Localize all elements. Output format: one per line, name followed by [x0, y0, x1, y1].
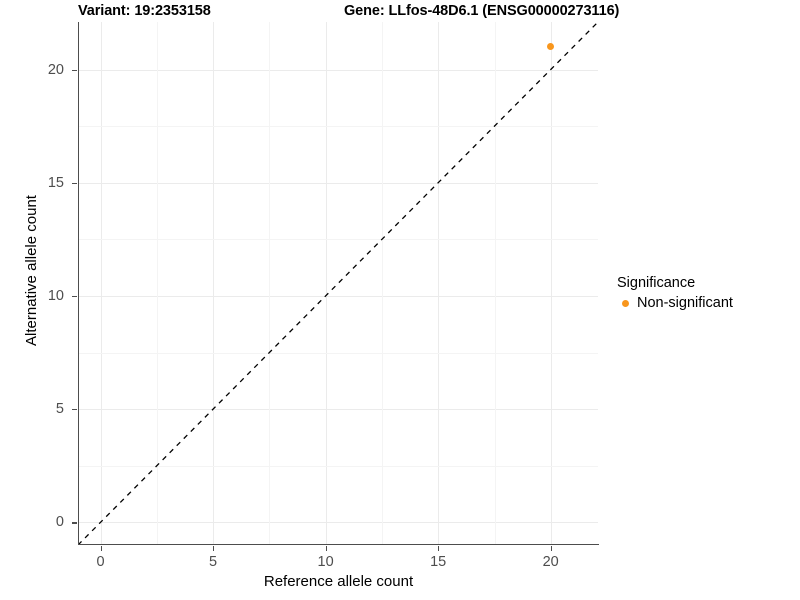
y-tick-mark: [72, 409, 77, 411]
legend-entry-label: Non-significant: [637, 295, 733, 311]
minor-gridline-v: [269, 22, 271, 545]
y-tick-label: 10: [47, 288, 64, 304]
legend-title: Significance: [617, 275, 696, 291]
major-gridline-v: [213, 22, 215, 545]
plot-panel: [78, 22, 598, 545]
minor-gridline-v: [156, 22, 158, 545]
minor-gridline-h: [78, 352, 598, 354]
major-gridline-v: [325, 22, 327, 545]
legend-entries: Non-significant: [617, 294, 733, 313]
y-tick-label: 0: [55, 514, 64, 531]
minor-gridline-h: [78, 126, 598, 128]
major-gridline-h: [78, 522, 598, 524]
major-gridline-h: [78, 69, 598, 71]
x-tick-mark: [325, 546, 327, 551]
x-tick-mark: [438, 546, 440, 551]
x-tick-mark: [100, 546, 102, 551]
x-axis-line: [78, 544, 599, 546]
gene-title: Gene: LLfos-48D6.1 (ENSG00000273116): [344, 3, 620, 19]
major-gridline-v: [438, 22, 440, 545]
y-tick-label: 15: [47, 174, 64, 191]
x-tick-mark: [213, 546, 215, 551]
y-tick-label: 5: [55, 401, 64, 418]
y-tick-mark: [72, 182, 77, 184]
major-gridline-v: [100, 22, 102, 545]
legend-dot-icon: [622, 300, 629, 307]
y-tick-mark: [72, 522, 77, 524]
variant-title: Variant: 19:2353158: [78, 3, 211, 19]
x-tick-mark: [550, 546, 552, 551]
y-axis-title: Alternative allele count: [23, 195, 40, 346]
minor-gridline-v: [494, 22, 496, 545]
y-tick-label: 20: [47, 61, 64, 78]
minor-gridline-h: [78, 239, 598, 241]
legend-entry[interactable]: Non-significant: [617, 294, 733, 313]
data-point[interactable]: [547, 43, 555, 51]
major-gridline-h: [78, 296, 598, 297]
y-axis-line: [78, 22, 80, 545]
x-tick-label: 5: [209, 554, 218, 570]
y-tick-mark: [72, 296, 77, 298]
x-tick-label: 0: [96, 554, 105, 570]
x-tick-label: 15: [430, 554, 447, 570]
x-tick-label: 20: [542, 554, 559, 570]
x-axis-title: Reference allele count: [263, 573, 414, 590]
major-gridline-v: [550, 22, 552, 545]
legend: Significance Non-significant: [617, 274, 733, 313]
minor-gridline-h: [78, 465, 598, 467]
y-tick-mark: [72, 69, 77, 71]
minor-gridline-v: [381, 22, 383, 545]
major-gridline-h: [78, 182, 598, 184]
identity-reference-line: [78, 22, 598, 545]
legend-key-swatch: [617, 295, 634, 312]
major-gridline-h: [78, 409, 598, 411]
x-tick-label: 10: [317, 554, 334, 570]
